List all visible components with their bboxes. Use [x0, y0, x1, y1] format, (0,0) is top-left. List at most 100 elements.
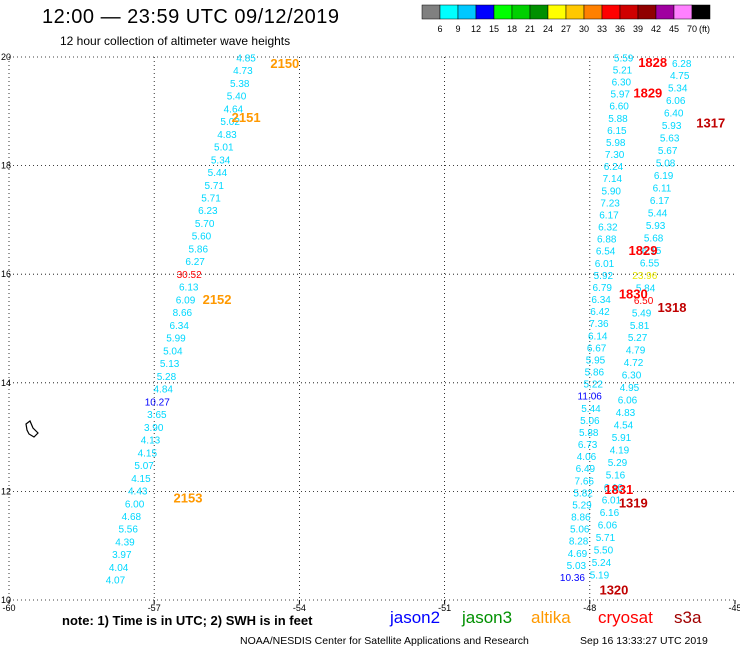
swh-value: 5.40 — [227, 92, 247, 103]
swh-value: 5.06 — [580, 416, 600, 427]
swh-value: 5.08 — [656, 159, 676, 170]
swh-value: 5.27 — [628, 333, 648, 344]
swh-value: 5.34 — [211, 155, 231, 166]
colorbar-label: 12 — [471, 24, 481, 34]
satellite-cryosat: cryosat — [598, 608, 653, 627]
footer-note: note: 1) Time is in UTC; 2) SWH is in fe… — [62, 613, 313, 628]
swh-value: 5.07 — [134, 461, 154, 472]
swh-value: 5.38 — [230, 79, 250, 90]
swh-value: 6.23 — [198, 206, 218, 217]
swh-value: 5.21 — [613, 65, 633, 76]
swh-value: 6.15 — [642, 246, 662, 257]
swh-value: 4.54 — [614, 421, 634, 432]
swh-value: 5.01 — [214, 143, 234, 154]
swh-value: 4.07 — [106, 576, 126, 587]
y-tick-label: 14 — [1, 378, 11, 388]
swh-value: 4.43 — [128, 487, 148, 498]
swh-value: 6.34 — [169, 321, 189, 332]
swh-value: 4.69 — [568, 549, 588, 560]
swh-value: 5.29 — [608, 458, 628, 469]
swh-value: 5.19 — [590, 570, 610, 581]
swh-value: 6.10 — [604, 483, 624, 494]
swh-value: 5.99 — [166, 334, 186, 345]
swh-value: 6.01 — [595, 259, 615, 270]
swh-value: 5.98 — [606, 138, 626, 149]
x-tick-label: -57 — [148, 603, 161, 613]
y-tick-label: 20 — [1, 52, 11, 62]
swh-value: 4.73 — [233, 66, 253, 77]
pass-time-label: 2152 — [203, 292, 232, 307]
coastline-island — [25, 420, 39, 438]
swh-value: 5.81 — [630, 321, 650, 332]
swh-value: 5.59 — [614, 53, 634, 64]
swh-value: 6.79 — [593, 283, 613, 294]
swh-value: 5.49 — [632, 308, 652, 319]
swh-value: 4.83 — [616, 408, 636, 419]
swh-value: 5.70 — [195, 219, 215, 230]
swh-value: 6.00 — [125, 499, 145, 510]
swh-value: 5.44 — [208, 168, 228, 179]
swh-value: 5.04 — [163, 346, 183, 357]
generated-timestamp: Sep 16 13:33:27 UTC 2019 — [580, 635, 708, 647]
pass-time-label: 2150 — [270, 56, 299, 71]
swh-value: 5.67 — [658, 146, 678, 157]
swh-value: 4.04 — [109, 563, 129, 574]
swh-value: 5.88 — [608, 114, 628, 125]
swh-value: 5.60 — [192, 232, 212, 243]
colorbar-label: 24 — [543, 24, 553, 34]
swh-value: 30.52 — [177, 270, 202, 281]
pass-time-label: 1320 — [599, 583, 628, 598]
swh-value: 6.16 — [600, 508, 620, 519]
swh-value: 6.27 — [185, 257, 205, 268]
swh-value: 3.97 — [112, 550, 132, 561]
swh-value: 7.66 — [574, 476, 594, 487]
swh-value: 10.27 — [145, 397, 170, 408]
page-title: 12:00 — 23:59 UTC 09/12/2019 — [42, 6, 340, 28]
satellite-jason2: jason2 — [390, 608, 441, 627]
swh-value: 6.34 — [591, 295, 611, 306]
colorbar-label: 36 — [615, 24, 625, 34]
x-tick-label: -60 — [2, 603, 15, 613]
pass-time-label: 1830 — [619, 287, 648, 302]
credit-line: NOAA/NESDIS Center for Satellite Applica… — [240, 635, 529, 647]
swh-value: 5.34 — [668, 84, 688, 95]
swh-value: 4.79 — [626, 346, 646, 357]
swh-value: 5.93 — [646, 221, 666, 232]
colorbar-label: 27 — [561, 24, 571, 34]
swh-value: 5.29 — [572, 500, 592, 511]
swh-value: 4.15 — [138, 448, 158, 459]
colorbar-label: 33 — [597, 24, 607, 34]
swh-value: 6.50 — [634, 296, 654, 307]
swh-value: 4.15 — [131, 474, 151, 485]
swh-value: 5.56 — [118, 525, 138, 536]
swh-value: 4.19 — [610, 446, 630, 457]
swh-value: 5.86 — [585, 368, 605, 379]
swh-value: 6.49 — [576, 464, 596, 475]
swh-value: 6.40 — [664, 109, 684, 120]
swh-value: 6.17 — [599, 210, 619, 221]
swh-value: 5.44 — [648, 208, 668, 219]
swh-value: 4.75 — [670, 71, 690, 82]
colorbar-label: 6 — [437, 24, 442, 34]
swh-value: 6.15 — [607, 126, 627, 137]
swh-value: 4.85 — [236, 53, 256, 64]
swh-value: 5.03 — [567, 561, 587, 572]
swh-value: 10.36 — [560, 573, 585, 584]
colorbar-label: 9 — [455, 24, 460, 34]
swh-value: 6.55 — [640, 258, 660, 269]
swh-value: 23.96 — [632, 271, 657, 282]
swh-value: 4.72 — [624, 358, 644, 369]
colorbar-label: 15 — [489, 24, 499, 34]
swh-value: 6.32 — [598, 223, 618, 234]
swh-value: 6.42 — [590, 307, 610, 318]
swh-value: 7.23 — [600, 198, 620, 209]
colorbar-label: 70 — [687, 24, 697, 34]
colorbar-label: 39 — [633, 24, 643, 34]
swh-value: 5.84 — [636, 283, 656, 294]
swh-value: 4.39 — [115, 537, 135, 548]
swh-value: 5.82 — [573, 488, 593, 499]
swh-value: 6.30 — [622, 371, 642, 382]
swh-value: 6.54 — [596, 247, 616, 258]
swh-value: 4.68 — [122, 512, 142, 523]
swh-value: 7.30 — [605, 150, 625, 161]
